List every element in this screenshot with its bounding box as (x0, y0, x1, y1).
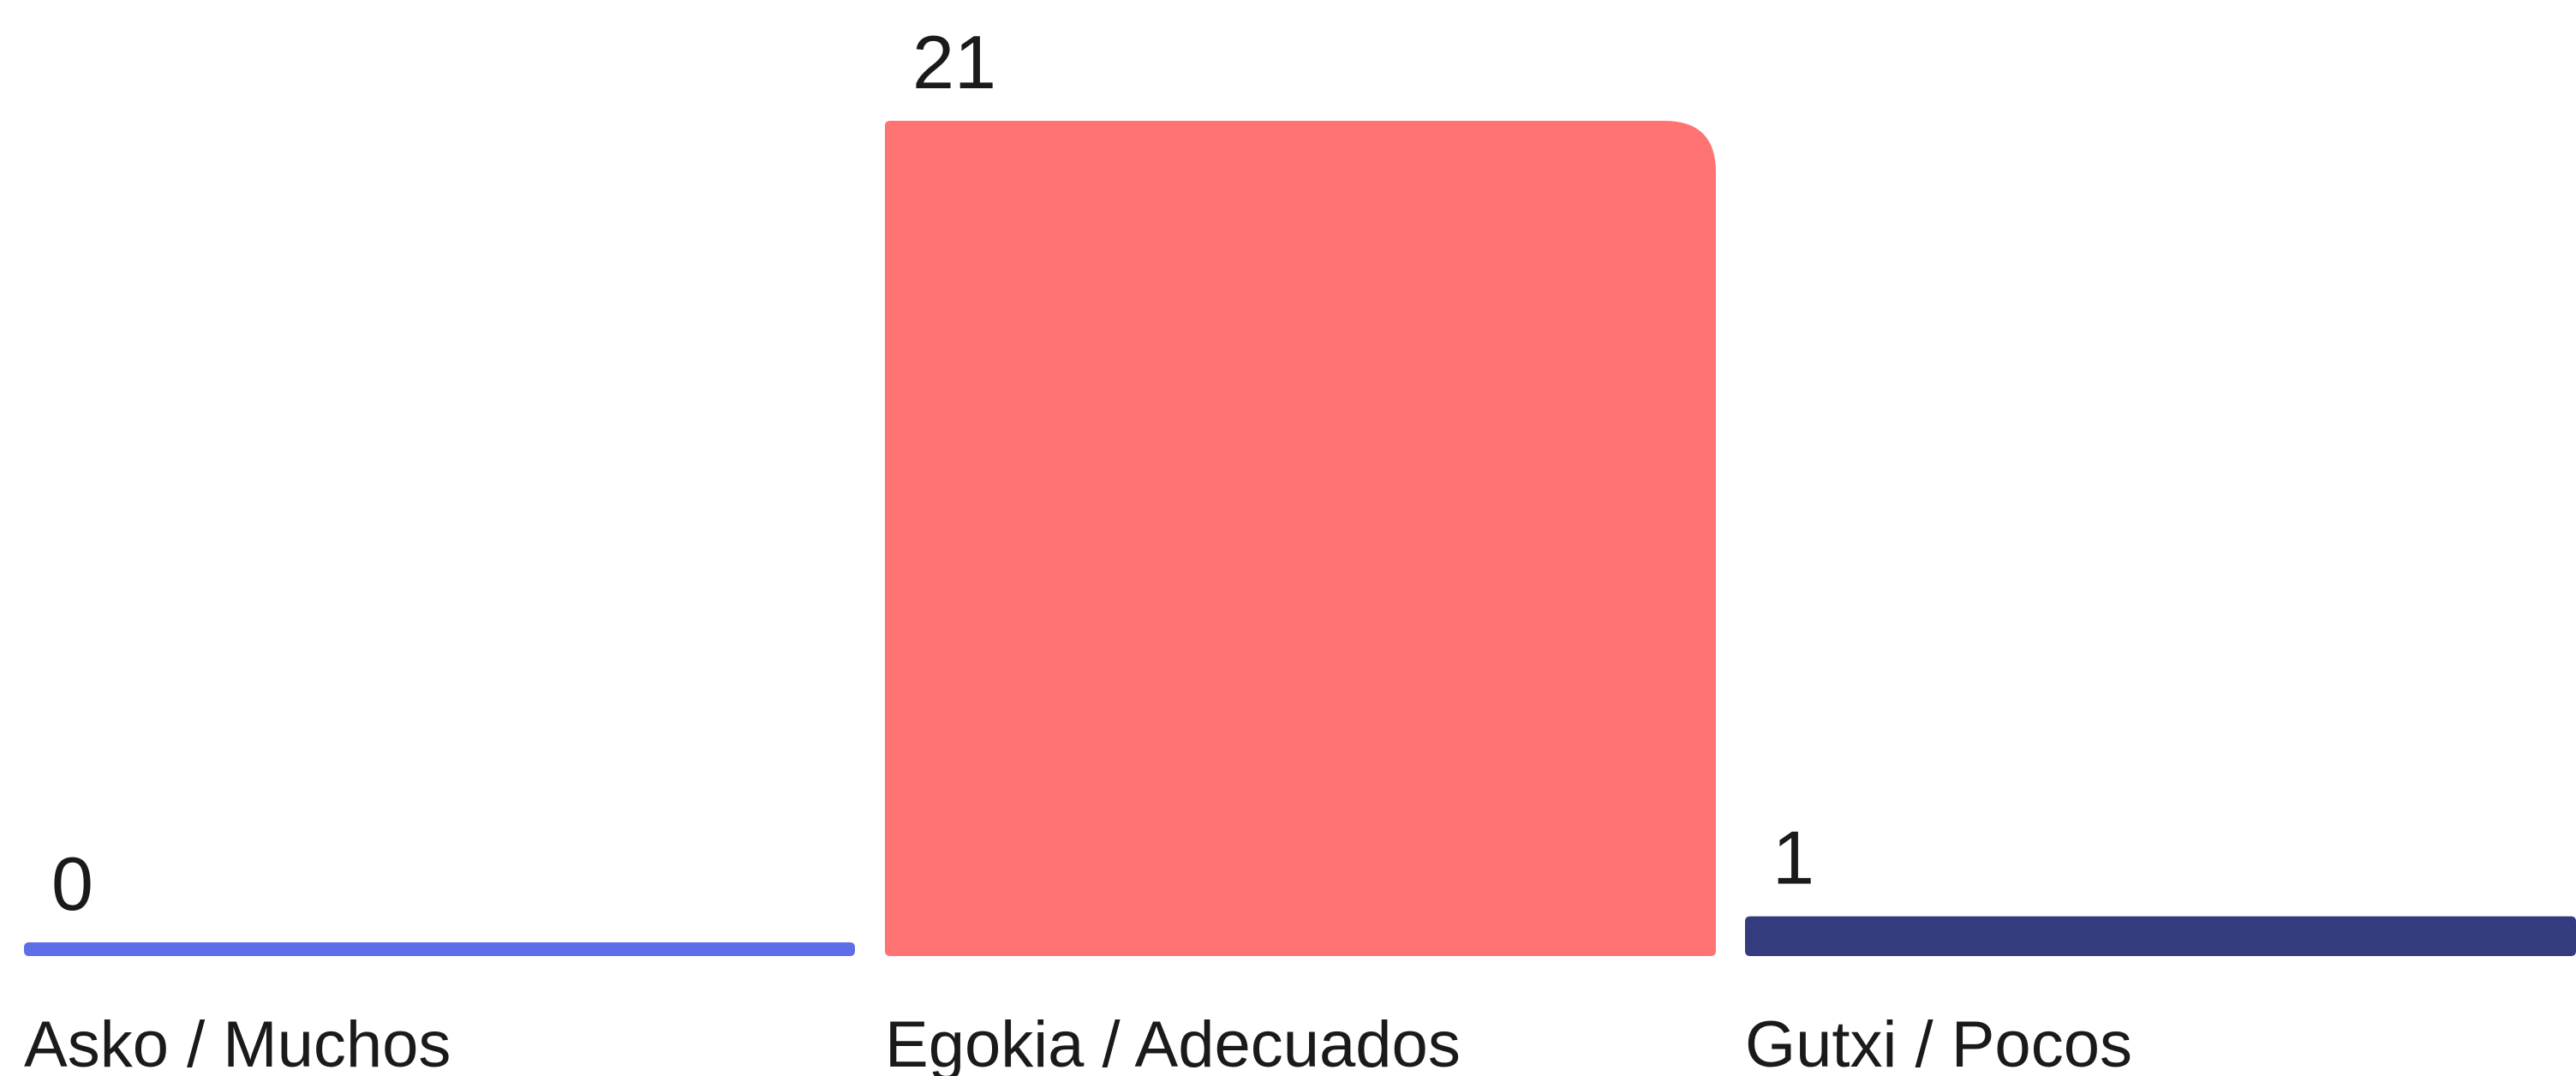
category-labels-layer: Asko / Muchos Egokia / Adecuados Gutxi / P… (24, 1008, 2132, 1076)
category-label-0: Asko / Muchos (24, 1008, 451, 1076)
bar-2 (1745, 916, 2576, 956)
bar-1 (885, 121, 1716, 956)
value-label-1: 21 (912, 20, 996, 105)
bar-0 (24, 942, 855, 956)
value-label-0: 0 (51, 841, 93, 926)
category-label-1: Egokia / Adecuados (885, 1008, 1461, 1076)
value-label-2: 1 (1772, 816, 1814, 900)
value-labels-layer: 0 21 1 (51, 20, 1814, 926)
bars-layer (24, 121, 2576, 956)
category-label-2: Gutxi / Pocos (1745, 1008, 2132, 1076)
